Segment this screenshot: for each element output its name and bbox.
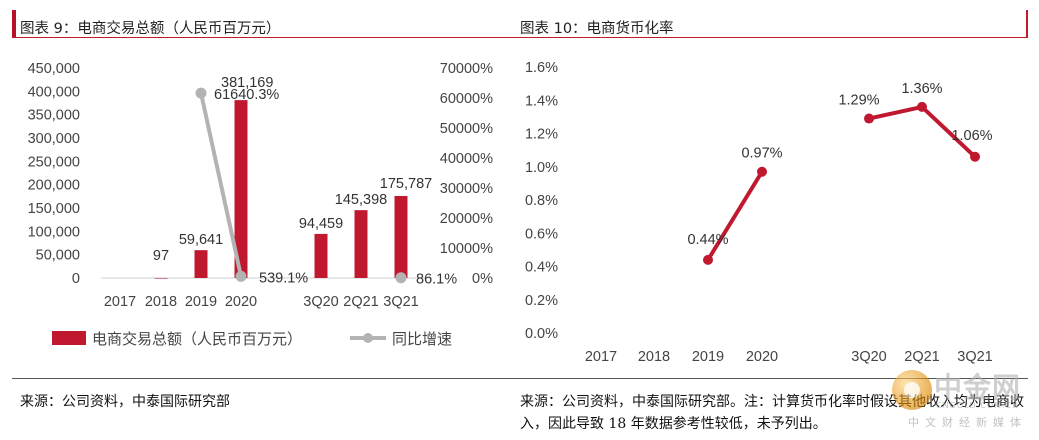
x-tick-label: 3Q21: [383, 294, 418, 310]
y-tick-label: 350,000: [28, 108, 80, 124]
x-tick-label: 2018: [145, 294, 177, 310]
x-tick-label: 2019: [692, 349, 724, 365]
top-rule-right: [1026, 10, 1028, 38]
yoy-point: [395, 272, 407, 284]
x-tick-label: 3Q21: [957, 349, 992, 365]
x-tick-label: 2Q21: [343, 294, 378, 310]
gmv-bar-label: 59,641: [179, 232, 223, 248]
y-tick-label: 300,000: [28, 131, 80, 147]
rate-label: 1.29%: [838, 93, 879, 109]
legend-bar-label: 电商交易总额（人民币百万元）: [92, 330, 302, 348]
gmv-bar-label: 97: [153, 248, 169, 264]
y-tick-label: 0.8%: [525, 193, 558, 209]
yoy-point: [235, 270, 247, 282]
y-tick-label: 0: [72, 271, 80, 287]
rate-label: 1.06%: [951, 128, 992, 144]
top-rule: [12, 37, 1028, 38]
rate-label: 1.36%: [901, 81, 942, 97]
rate-point: [864, 113, 874, 124]
y2-tick-label: 30000%: [440, 181, 493, 197]
y-tick-label: 450,000: [28, 61, 80, 77]
gmv-bar: [234, 100, 248, 279]
x-tick-label: 2020: [746, 349, 778, 365]
rate-point: [917, 101, 927, 112]
legend-bar-swatch: [52, 331, 86, 345]
x-tick-label: 2017: [104, 294, 136, 310]
rate-line: [706, 170, 764, 261]
gmv-bar: [314, 233, 328, 278]
gmv-bar-label: 175,787: [380, 176, 432, 192]
watermark-subtitle: 中文财经新媒体: [908, 416, 1027, 429]
y-tick-label: 1.4%: [525, 93, 558, 109]
y2-tick-label: 60000%: [440, 91, 493, 107]
y-tick-label: 150,000: [28, 201, 80, 217]
y-tick-label: 0.6%: [525, 226, 558, 242]
y-tick-label: 1.2%: [525, 127, 558, 143]
gmv-bar: [354, 210, 368, 278]
y2-tick-label: 0%: [472, 271, 493, 287]
gmv-bar: [194, 250, 208, 278]
y-tick-label: 1.6%: [525, 60, 558, 76]
x-tick-label: 2019: [185, 294, 217, 310]
rate-label: 0.44%: [687, 232, 728, 248]
x-tick-label: 2Q21: [904, 349, 939, 365]
y2-tick-label: 50000%: [440, 121, 493, 137]
y-tick-label: 100,000: [28, 224, 80, 240]
y-tick-label: 400,000: [28, 84, 80, 100]
y-tick-label: 50,000: [36, 248, 80, 264]
x-tick-label: 3Q20: [851, 349, 886, 365]
watermark-domain: CNGOLD.COM.CN: [936, 401, 1020, 410]
y-tick-label: 0.2%: [525, 293, 558, 309]
y-tick-label: 0.0%: [525, 326, 558, 342]
source-divider: [12, 378, 1028, 379]
legend-line-label: 同比增速: [392, 331, 452, 348]
gmv-bar-label: 145,398: [335, 192, 387, 208]
y2-tick-label: 70000%: [440, 61, 493, 77]
x-tick-label: 3Q20: [303, 294, 338, 310]
y2-tick-label: 40000%: [440, 151, 493, 167]
yoy-label: 539.1%: [259, 270, 308, 286]
gmv-bar-label: 381,169: [221, 75, 273, 91]
x-tick-label: 2017: [585, 349, 617, 365]
rate-point: [757, 166, 767, 177]
left-chart-title: 图表 9：电商交易总额（人民币百万元）: [20, 21, 281, 37]
monetization-line-chart: 0.0% 0.2% 0.4% 0.6% 0.8% 1.0% 1.2% 1.4% 1.6% 0.4…: [525, 60, 993, 365]
y-tick-label: 250,000: [28, 154, 80, 170]
yoy-label: 61640.3%: [214, 87, 279, 103]
gmv-bar-label: 94,459: [299, 216, 343, 232]
watermark: 中金网 CNGOLD.COM.CN 中文财经新媒体: [892, 364, 1032, 434]
y-tick-label: 200,000: [28, 178, 80, 194]
gmv-bar: [394, 195, 408, 278]
watermark-logo-icon: [892, 370, 932, 410]
yoy-line: [199, 92, 243, 277]
x-tick-label: 2020: [225, 294, 257, 310]
yoy-label: 86.1%: [416, 272, 457, 288]
rate-point: [703, 254, 713, 265]
y2-tick-label: 10000%: [440, 241, 493, 257]
y-tick-label: 0.4%: [525, 260, 558, 276]
y-tick-label: 1.0%: [525, 160, 558, 176]
left-source-note: 来源：公司资料，中泰国际研究部: [20, 394, 230, 410]
gmv-bar-chart: 0 50,000 100,000 150,000 200,000 250,000 300,0…: [28, 61, 494, 348]
watermark-name: 中金网: [934, 371, 1022, 404]
legend-line-marker: [363, 333, 373, 343]
rate-label: 0.97%: [741, 146, 782, 162]
title-accent-bar: [12, 10, 16, 38]
right-chart-title: 图表 10：电商货币化率: [520, 21, 674, 37]
gmv-bar: [154, 277, 168, 279]
x-tick-label: 2018: [638, 349, 670, 365]
yoy-point: [195, 87, 207, 99]
y2-tick-label: 20000%: [440, 211, 493, 227]
rate-point: [970, 151, 980, 162]
